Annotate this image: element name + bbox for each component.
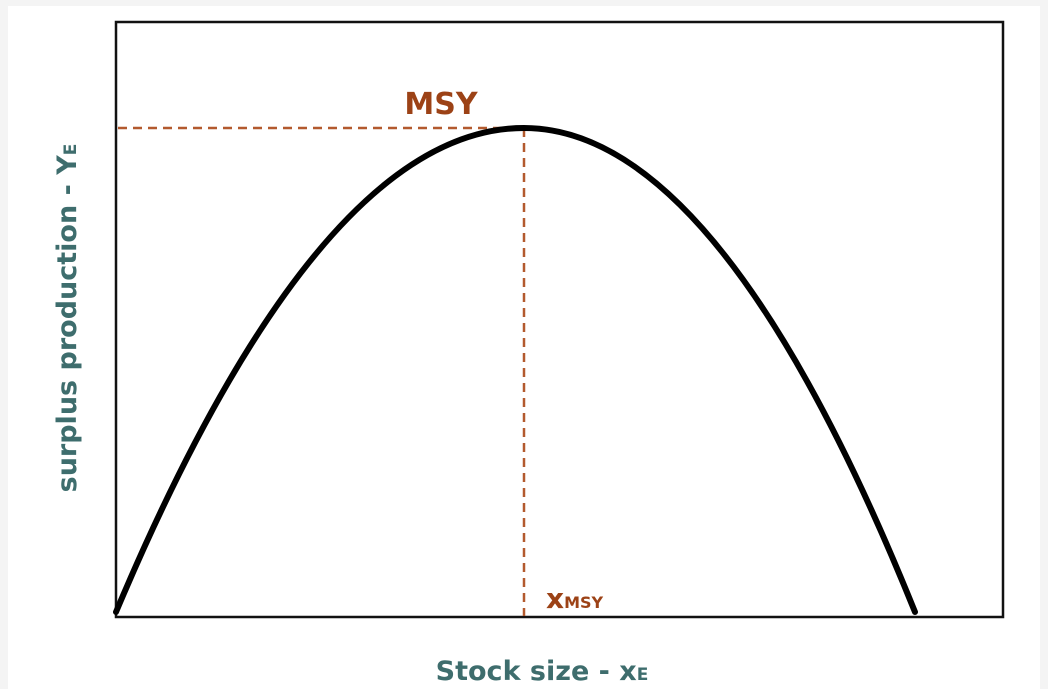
y-axis-main: surplus production - Y xyxy=(52,155,83,493)
y-axis-label: surplus production - YE xyxy=(52,144,83,493)
msy-label: MSY xyxy=(404,87,478,122)
x-axis-sub: E xyxy=(637,665,649,685)
y-axis-sub: E xyxy=(61,144,81,156)
x-msy-sub: MSY xyxy=(564,593,603,612)
x-axis-main: Stock size - x xyxy=(436,656,637,687)
x-msy-label: xMSY xyxy=(546,582,604,615)
plot-frame xyxy=(114,20,1005,619)
x-axis-label: Stock size - xE xyxy=(436,656,649,687)
x-msy-main: x xyxy=(546,582,564,615)
surplus-production-curve xyxy=(113,124,918,615)
panel xyxy=(8,6,1040,689)
